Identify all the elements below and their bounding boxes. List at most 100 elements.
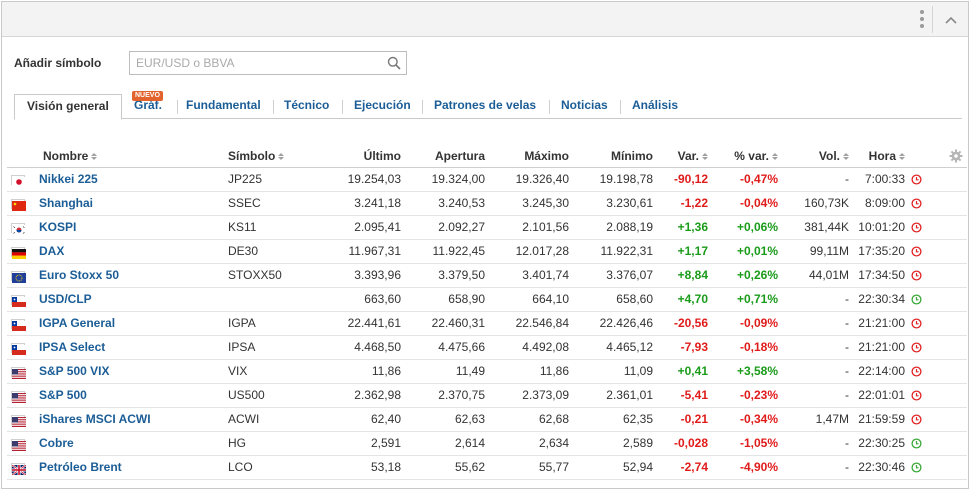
header-change-pct[interactable]: % var. <box>712 145 782 168</box>
row-spacer <box>933 287 967 312</box>
instrument-name-link[interactable]: USD/CLP <box>39 287 224 312</box>
japan-flag-icon <box>11 174 26 187</box>
usa-flag-icon <box>11 390 26 403</box>
last-cell: 663,60 <box>319 287 405 312</box>
tab-candlestick-patterns[interactable]: Patrones de velas <box>434 98 537 112</box>
header-change[interactable]: Var. <box>657 145 712 168</box>
high-cell: 4.492,08 <box>489 335 573 360</box>
time-cell: 22:14:00 <box>853 359 909 384</box>
collapse-button[interactable] <box>942 11 960 29</box>
header-low[interactable]: Mínimo <box>573 145 657 168</box>
header-settings[interactable] <box>933 145 967 168</box>
time-cell: 21:21:00 <box>853 335 909 360</box>
last-cell: 11,86 <box>319 359 405 384</box>
chevron-up-icon <box>945 16 957 24</box>
change-cell: -1,22 <box>657 191 712 216</box>
table-row[interactable]: Cobre HG 2,591 2,614 2,634 2,589 -0,028 -1,05% -… <box>7 431 967 456</box>
tab-performance[interactable]: Ejecución <box>354 98 411 112</box>
instrument-name-link[interactable]: Euro Stoxx 50 <box>39 263 224 288</box>
instrument-name-link[interactable]: S&P 500 <box>39 383 224 408</box>
symbol-cell: IGPA <box>224 311 319 336</box>
tab-technical[interactable]: Técnico <box>284 98 330 112</box>
change-pct-cell: -4,90% <box>712 455 782 480</box>
symbol-search[interactable] <box>129 51 407 75</box>
table-row[interactable]: S&P 500 VIX VIX 11,86 11,49 11,86 11,09 +0,41 +… <box>7 359 967 384</box>
tab-overview[interactable]: Visión general <box>14 94 122 120</box>
instrument-name-link[interactable]: Cobre <box>39 431 224 456</box>
table-row[interactable]: iShares MSCI ACWI ACWI 62,40 62,63 62,68 62,3… <box>7 407 967 432</box>
instrument-name-link[interactable]: S&P 500 VIX <box>39 359 224 384</box>
high-cell: 2.101,56 <box>489 215 573 240</box>
germany-flag-icon <box>11 246 26 259</box>
sort-icon <box>843 153 849 161</box>
instrument-name-link[interactable]: Nikkei 225 <box>39 167 224 192</box>
table-row[interactable]: KOSPI KS11 2.095,41 2.092,27 2.101,56 2.088,1… <box>7 215 967 240</box>
low-cell: 2,589 <box>573 431 657 456</box>
tab-chart[interactable]: Gráf. <box>134 98 163 112</box>
header-high[interactable]: Máximo <box>489 145 573 168</box>
row-spacer <box>933 239 967 264</box>
tab-fundamental[interactable]: Fundamental <box>186 98 261 112</box>
volume-cell: 381,44K <box>782 215 853 240</box>
time-cell: 21:21:00 <box>853 311 909 336</box>
open-cell: 2,614 <box>405 431 489 456</box>
tab-bar: Visión general Gráf. Fundamental Técnico… <box>14 94 962 120</box>
instrument-name-link[interactable]: KOSPI <box>39 215 224 240</box>
instrument-name-link[interactable]: DAX <box>39 239 224 264</box>
table-row[interactable]: IPSA Select IPSA 4.468,50 4.475,66 4.492,08 4… <box>7 335 967 360</box>
low-cell: 2.361,01 <box>573 383 657 408</box>
flag-cell <box>7 407 39 432</box>
header-symbol[interactable]: Símbolo <box>224 145 319 168</box>
header-open[interactable]: Apertura <box>405 145 489 168</box>
usa-flag-icon <box>11 438 26 451</box>
change-pct-cell: -0,09% <box>712 311 782 336</box>
add-symbol-label: Añadir símbolo <box>14 56 102 70</box>
row-spacer <box>933 215 967 240</box>
tab-analysis[interactable]: Análisis <box>632 98 679 112</box>
last-cell: 2.095,41 <box>319 215 405 240</box>
tab-separator <box>422 100 423 114</box>
time-cell: 21:59:59 <box>853 407 909 432</box>
gear-icon[interactable] <box>949 149 963 163</box>
instrument-name-link[interactable]: IGPA General <box>39 311 224 336</box>
table-row[interactable]: Petróleo Brent LCO 53,18 55,62 55,77 52,94 -2,… <box>7 455 967 480</box>
clock-icon <box>911 198 922 209</box>
tab-news[interactable]: Noticias <box>561 98 608 112</box>
header-last[interactable]: Último <box>319 145 405 168</box>
high-cell: 11,86 <box>489 359 573 384</box>
last-cell: 19.254,03 <box>319 167 405 192</box>
instrument-name-link[interactable]: Petróleo Brent <box>39 455 224 480</box>
clock-icon <box>911 366 922 377</box>
header-time[interactable]: Hora <box>853 145 909 168</box>
open-cell: 11,49 <box>405 359 489 384</box>
table-row[interactable]: USD/CLP 663,60 658,90 664,10 658,60 +4,70 +0,7… <box>7 287 967 312</box>
row-spacer <box>933 359 967 384</box>
search-input[interactable] <box>130 52 375 74</box>
last-cell: 3.393,96 <box>319 263 405 288</box>
low-cell: 658,60 <box>573 287 657 312</box>
flag-cell <box>7 263 39 288</box>
instrument-name-link[interactable]: iShares MSCI ACWI <box>39 407 224 432</box>
high-cell: 19.326,40 <box>489 167 573 192</box>
search-icon[interactable] <box>387 56 401 70</box>
instrument-name-link[interactable]: Shanghai <box>39 191 224 216</box>
header-name[interactable]: Nombre <box>39 145 224 168</box>
header-volume[interactable]: Vol. <box>782 145 853 168</box>
change-pct-cell: +0,71% <box>712 287 782 312</box>
table-row[interactable]: DAX DE30 11.967,31 11.922,45 12.017,28 11.922… <box>7 239 967 264</box>
row-spacer <box>933 455 967 480</box>
volume-cell: 1,47M <box>782 407 853 432</box>
table-row[interactable]: Shanghai SSEC 3.241,18 3.240,53 3.245,30 3.23… <box>7 191 967 216</box>
low-cell: 4.465,12 <box>573 335 657 360</box>
instrument-name-link[interactable]: IPSA Select <box>39 335 224 360</box>
change-pct-cell: -0,18% <box>712 335 782 360</box>
kebab-menu-icon[interactable] <box>919 10 925 30</box>
change-cell: +0,41 <box>657 359 712 384</box>
table-row[interactable]: Euro Stoxx 50 STOXX50 3.393,96 3.379,50 3.40… <box>7 263 967 288</box>
widget-header <box>2 2 968 37</box>
table-row[interactable]: S&P 500 US500 2.362,98 2.370,75 2.373,09 2.36… <box>7 383 967 408</box>
low-cell: 19.198,78 <box>573 167 657 192</box>
eu-flag-icon <box>11 270 26 283</box>
table-row[interactable]: Nikkei 225 JP225 19.254,03 19.324,00 19.326,… <box>7 167 967 192</box>
table-row[interactable]: IGPA General IGPA 22.441,61 22.460,31 22.546… <box>7 311 967 336</box>
